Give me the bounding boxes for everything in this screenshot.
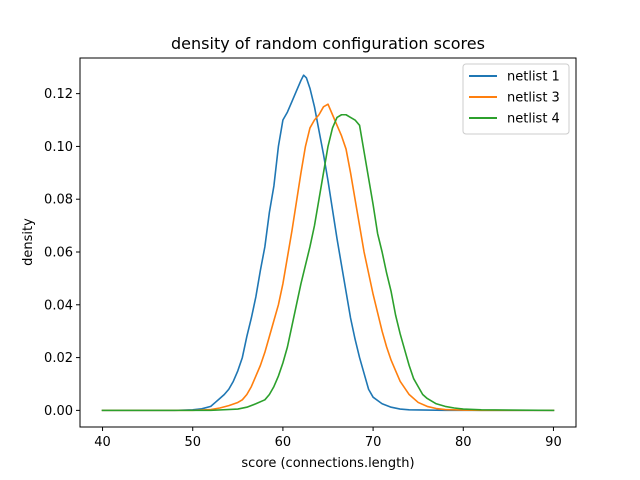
legend-label-3: netlist 4 xyxy=(507,112,560,127)
plot-frame xyxy=(79,57,577,428)
y-tick-label: 0.00 xyxy=(44,404,73,419)
legend-box xyxy=(462,63,570,135)
series-line-2 xyxy=(101,103,555,412)
y-tick-label: 0.08 xyxy=(44,193,73,208)
legend: netlist 1 netlist 3 netlist 4 xyxy=(462,63,570,135)
series-layer xyxy=(101,74,555,412)
chart-title: density of random configuration scores xyxy=(171,34,485,53)
x-axis-label: score (connections.length) xyxy=(241,456,414,471)
x-tick-label: 70 xyxy=(365,435,382,450)
legend-label-1: netlist 1 xyxy=(507,70,560,85)
y-tick-label: 0.04 xyxy=(44,298,73,313)
x-tick-label: 80 xyxy=(455,435,472,450)
y-tick-label: 0.06 xyxy=(44,246,73,261)
series-line-1 xyxy=(101,74,555,412)
x-tick-label: 60 xyxy=(275,435,292,450)
x-tick-label: 90 xyxy=(545,435,562,450)
x-axis: 40 50 60 70 80 90 xyxy=(94,427,562,450)
series-line-3 xyxy=(101,113,555,412)
y-tick-label: 0.10 xyxy=(44,140,73,155)
x-tick-label: 50 xyxy=(184,435,201,450)
y-tick-label: 0.12 xyxy=(44,87,73,102)
y-axis-label: density xyxy=(21,218,36,266)
y-tick-label: 0.02 xyxy=(44,351,73,366)
x-tick-label: 40 xyxy=(94,435,111,450)
legend-label-2: netlist 3 xyxy=(507,91,560,106)
y-axis: 0.00 0.02 0.04 0.06 0.08 0.10 0.12 xyxy=(44,87,80,419)
